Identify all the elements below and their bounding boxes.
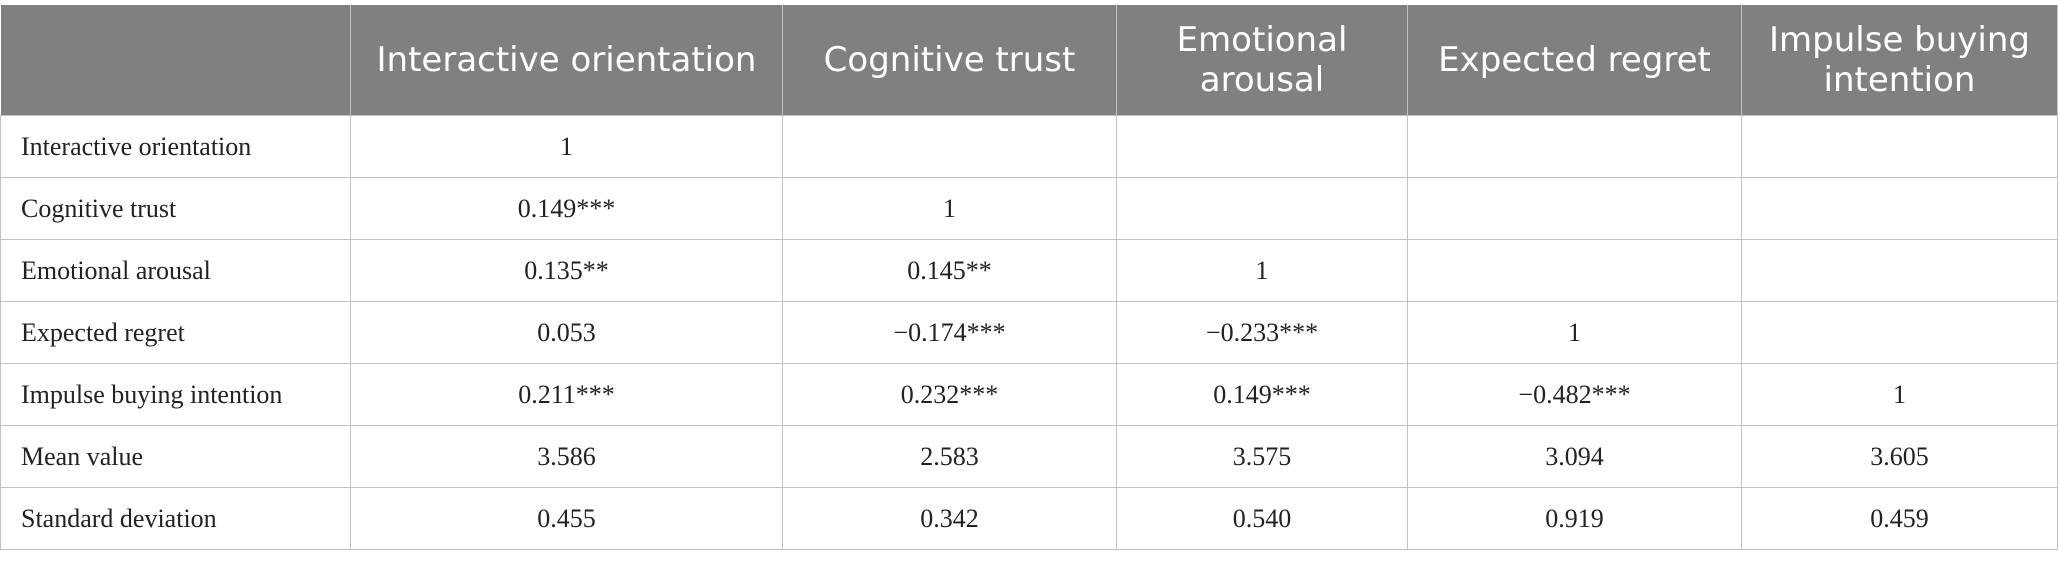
- table-cell: 1: [1116, 239, 1408, 302]
- table-row: Emotional arousal 0.135** 0.145** 1: [0, 239, 2058, 302]
- table-cell: 0.232***: [782, 363, 1117, 426]
- correlation-table: Interactive orientation Cognitive trust …: [0, 5, 2058, 550]
- table-row: Expected regret 0.053 −0.174*** −0.233**…: [0, 301, 2058, 364]
- table-cell: [1407, 239, 1742, 302]
- row-label: Mean value: [0, 425, 351, 488]
- table-cell: 3.094: [1407, 425, 1742, 488]
- table-cell: 0.145**: [782, 239, 1117, 302]
- table-cell: −0.174***: [782, 301, 1117, 364]
- table-cell: 1: [1741, 363, 2058, 426]
- table-row: Impulse buying intention 0.211*** 0.232*…: [0, 363, 2058, 426]
- table-cell: [1407, 115, 1742, 178]
- row-label: Standard deviation: [0, 487, 351, 550]
- table-cell: 0.149***: [350, 177, 783, 240]
- row-label: Cognitive trust: [0, 177, 351, 240]
- header-expected-regret: Expected regret: [1407, 5, 1742, 116]
- table-cell: [1741, 115, 2058, 178]
- table-row: Interactive orientation 1: [0, 115, 2058, 178]
- table-cell: 0.342: [782, 487, 1117, 550]
- table-cell: 0.149***: [1116, 363, 1408, 426]
- table-row: Mean value 3.586 2.583 3.575 3.094 3.605: [0, 425, 2058, 488]
- table-cell: [1116, 115, 1408, 178]
- table-cell: [1741, 177, 2058, 240]
- table-cell: [1741, 239, 2058, 302]
- table-cell: 1: [782, 177, 1117, 240]
- header-interactive-orientation: Interactive orientation: [350, 5, 783, 116]
- table-cell: [1741, 301, 2058, 364]
- table-cell: [782, 115, 1117, 178]
- table-cell: [1407, 177, 1742, 240]
- row-label: Interactive orientation: [0, 115, 351, 178]
- table-cell: 2.583: [782, 425, 1117, 488]
- row-label: Expected regret: [0, 301, 351, 364]
- table-cell: 1: [1407, 301, 1742, 364]
- table-cell: 3.575: [1116, 425, 1408, 488]
- header-row: Interactive orientation Cognitive trust …: [0, 5, 2058, 116]
- header-cognitive-trust: Cognitive trust: [782, 5, 1117, 116]
- table-cell: 3.586: [350, 425, 783, 488]
- table-cell: 0.919: [1407, 487, 1742, 550]
- correlation-table-container: Interactive orientation Cognitive trust …: [0, 5, 2058, 550]
- row-label: Emotional arousal: [0, 239, 351, 302]
- table-cell: 0.211***: [350, 363, 783, 426]
- table-cell: 0.053: [350, 301, 783, 364]
- table-cell: 3.605: [1741, 425, 2058, 488]
- table-row: Standard deviation 0.455 0.342 0.540 0.9…: [0, 487, 2058, 550]
- table-cell: 0.540: [1116, 487, 1408, 550]
- table-cell: 1: [350, 115, 783, 178]
- header-impulse-buying-intention: Impulse buying intention: [1741, 5, 2058, 116]
- header-emotional-arousal: Emotional arousal: [1116, 5, 1408, 116]
- header-corner-cell: [0, 5, 351, 116]
- table-cell: 0.459: [1741, 487, 2058, 550]
- table-cell: 0.135**: [350, 239, 783, 302]
- table-cell: −0.482***: [1407, 363, 1742, 426]
- table-cell: −0.233***: [1116, 301, 1408, 364]
- table-cell: 0.455: [350, 487, 783, 550]
- table-row: Cognitive trust 0.149*** 1: [0, 177, 2058, 240]
- table-cell: [1116, 177, 1408, 240]
- row-label: Impulse buying intention: [0, 363, 351, 426]
